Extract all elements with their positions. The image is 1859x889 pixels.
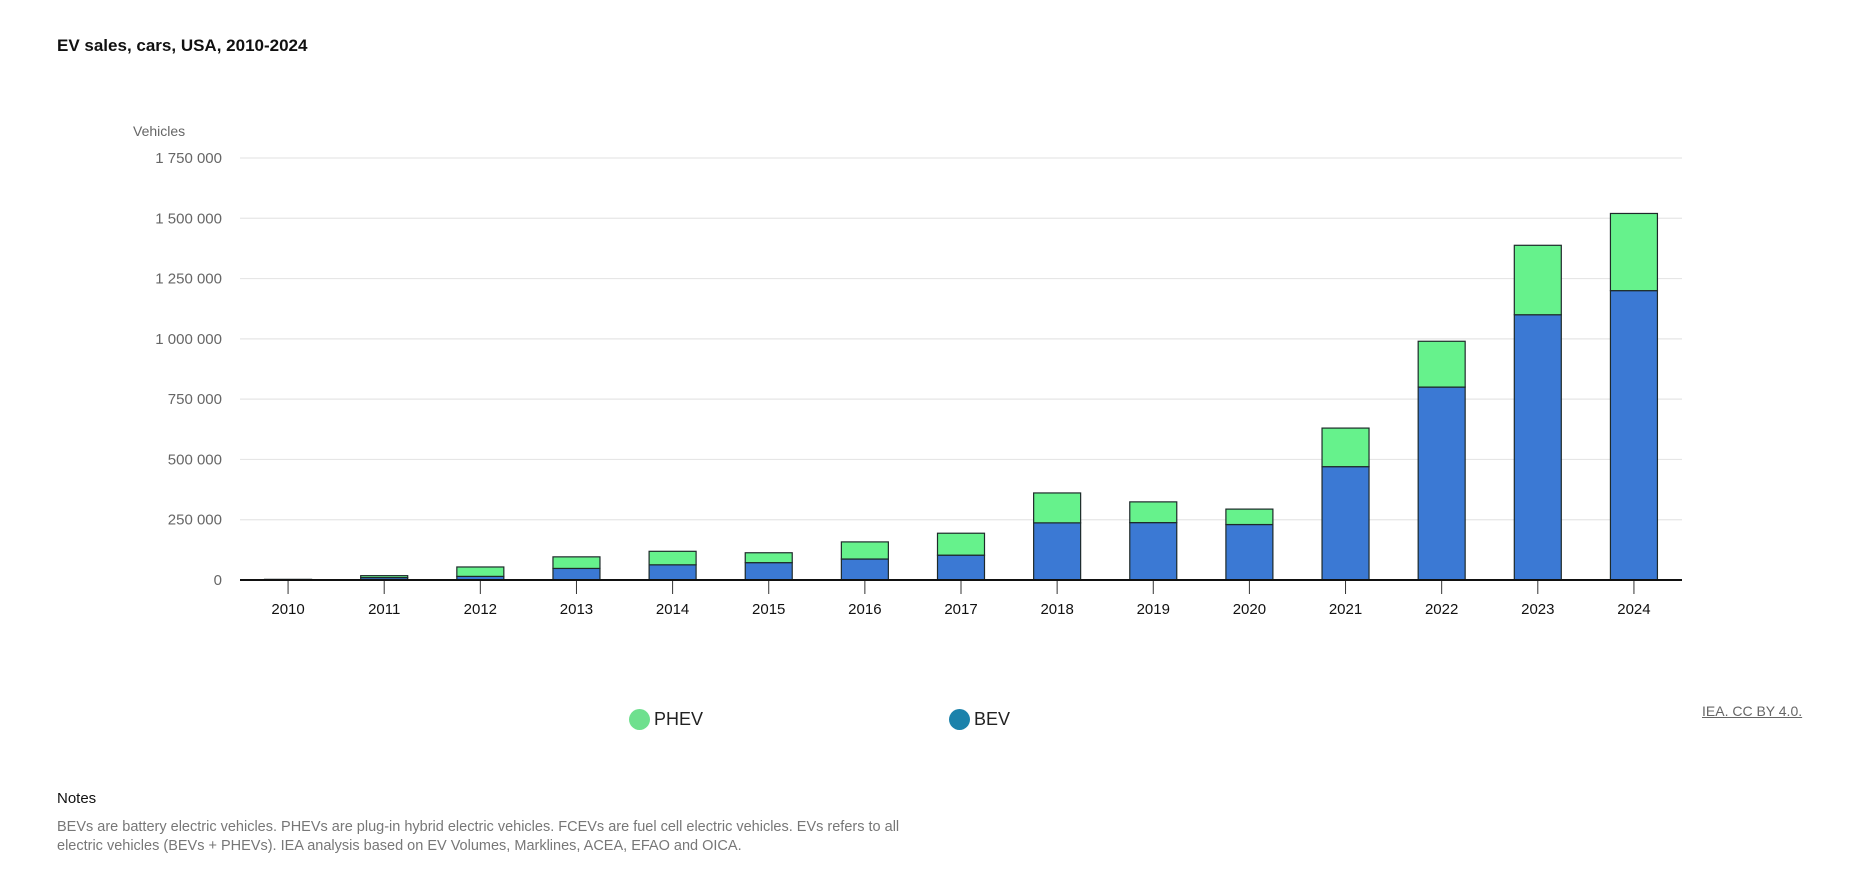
bar-bev-2024 <box>1609 290 1659 581</box>
x-tick-label: 2024 <box>1617 601 1650 618</box>
bar-phev-2013 <box>552 556 601 570</box>
bar-phev-2021 <box>1321 427 1370 468</box>
x-tick-label: 2014 <box>656 601 689 618</box>
x-tick-label: 2020 <box>1233 601 1266 618</box>
x-tick-label: 2022 <box>1425 601 1458 618</box>
bar-phev-2022 <box>1417 340 1466 388</box>
bar-phev-2011 <box>360 575 409 579</box>
bar-bev-2019 <box>1129 522 1178 581</box>
y-axis-label: Vehicles <box>133 123 185 139</box>
bar-bev-2017 <box>936 554 986 581</box>
bar-phev-2017 <box>936 532 986 556</box>
x-tick-label: 2017 <box>944 601 977 618</box>
y-tick-label: 750 000 <box>168 391 222 408</box>
legend-label-phev: PHEV <box>654 709 704 729</box>
x-tick-label: 2018 <box>1040 601 1073 618</box>
x-tick-label: 2016 <box>848 601 881 618</box>
y-tick-label: 500 000 <box>168 451 222 468</box>
bar-phev-2024 <box>1609 212 1659 292</box>
bar-phev-2012 <box>456 566 505 577</box>
bar-bev-2016 <box>840 558 889 581</box>
bar-phev-2019 <box>1129 501 1178 524</box>
bar-bev-2013 <box>552 567 601 581</box>
phev-dot-icon <box>629 709 650 730</box>
y-tick-label: 1 750 000 <box>155 150 222 167</box>
bar-phev-2018 <box>1033 492 1082 524</box>
x-tick-label: 2010 <box>271 601 304 618</box>
legend-item-bev[interactable]: BEV <box>949 709 1010 730</box>
x-tick-label: 2019 <box>1137 601 1170 618</box>
license-link[interactable]: IEA. CC BY 4.0. <box>1702 703 1803 719</box>
legend-label-bev: BEV <box>974 709 1011 729</box>
bar-bev-2023 <box>1513 314 1562 581</box>
bar-phev-2016 <box>840 541 889 560</box>
x-tick-label: 2012 <box>464 601 497 618</box>
y-tick-label: 1 000 000 <box>155 331 222 348</box>
y-tick-label: 0 <box>214 572 222 589</box>
y-tick-label: 250 000 <box>168 512 222 529</box>
ev-sales-chart: Vehicles 0 250 000 500 000 750 000 1 000 000 1… <box>133 123 1682 618</box>
y-tick-label: 1 250 000 <box>155 271 222 288</box>
bar-phev-2014 <box>648 550 697 566</box>
bar-phev-2020 <box>1225 508 1274 526</box>
x-tick-label: 2023 <box>1521 601 1554 618</box>
bar-bev-2014 <box>648 564 697 581</box>
x-tick-label: 2013 <box>560 601 593 618</box>
y-tick-label: 1 500 000 <box>155 210 222 227</box>
bar-bev-2022 <box>1417 386 1466 581</box>
bar-phev-2015 <box>744 552 793 564</box>
bar-bev-2018 <box>1033 522 1082 581</box>
x-tick-label: 2021 <box>1329 601 1362 618</box>
bar-bev-2021 <box>1321 466 1370 581</box>
bar-bev-2015 <box>744 562 793 581</box>
notes-text: BEVs are battery electric vehicles. PHEV… <box>57 819 900 854</box>
chart-title: EV sales, cars, USA, 2010-2024 <box>57 36 308 55</box>
bar-bev-2020 <box>1225 523 1274 581</box>
x-tick-label: 2011 <box>368 601 400 618</box>
bev-dot-icon <box>949 709 970 730</box>
x-tick-label: 2015 <box>752 601 785 618</box>
bar-phev-2023 <box>1513 244 1562 316</box>
notes-heading: Notes <box>57 790 97 807</box>
legend-item-phev[interactable]: PHEV <box>629 709 703 730</box>
